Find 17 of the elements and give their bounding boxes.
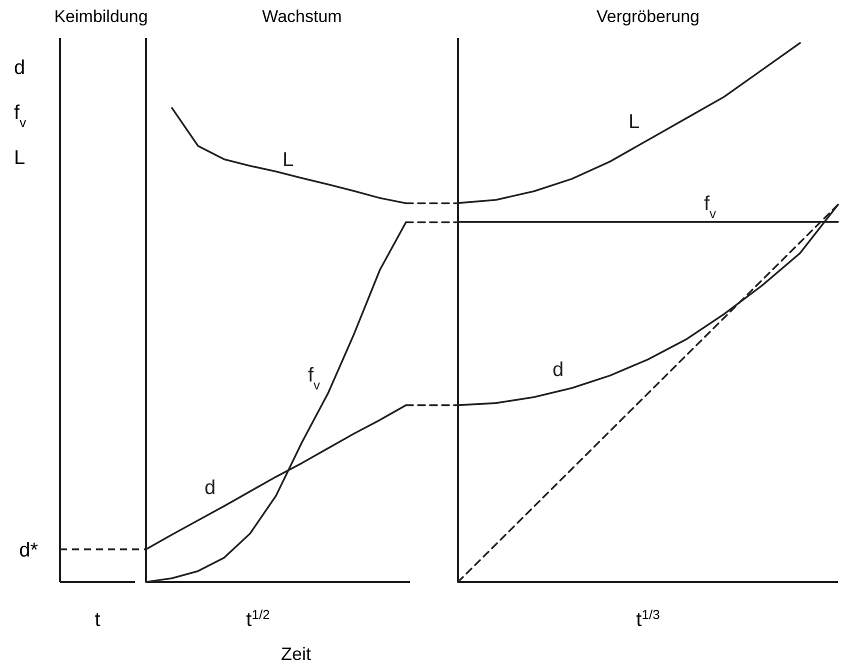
chart-title: Wachstum	[262, 7, 342, 26]
ref-line-label: d*	[19, 539, 38, 562]
series-label: d	[204, 477, 216, 500]
series-label: f$_{v}$	[308, 364, 321, 392]
series-label: L	[282, 149, 294, 172]
x-axis-title: t$^{1/3}$	[636, 606, 660, 631]
text: Keimbildung	[54, 7, 148, 26]
text: Zeit	[280, 644, 312, 664]
chart-title: Vergröberung	[596, 7, 700, 26]
series-label: d	[552, 358, 564, 381]
text: f$_{v}$	[14, 102, 27, 130]
x-axis-title: t$^{1/2}$	[246, 606, 270, 631]
series-label: L	[628, 111, 640, 134]
series-label: f$_{v}$	[704, 192, 717, 220]
text: t	[94, 609, 101, 631]
text: L	[14, 147, 26, 169]
text: d	[14, 57, 26, 79]
